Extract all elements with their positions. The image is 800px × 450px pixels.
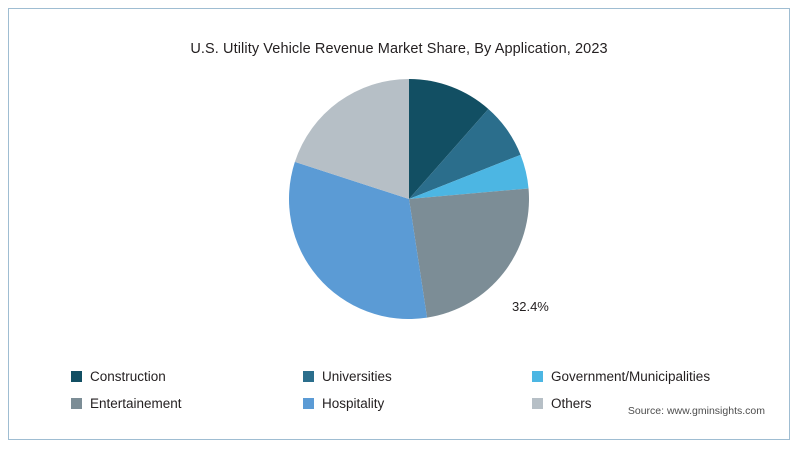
legend-label: Others: [551, 396, 592, 411]
legend-swatch-icon: [303, 398, 314, 409]
page-title: U.S. Utility Vehicle Revenue Market Shar…: [190, 41, 608, 57]
slice-label-hospitality: 32.4%: [512, 299, 549, 314]
legend-label: Government/Municipalities: [551, 369, 711, 384]
legend-item-others: Others: [532, 396, 761, 411]
pie-slice: [409, 154, 529, 199]
pie-slice: [409, 188, 529, 318]
legend-label: Entertainement: [90, 396, 182, 411]
pie-slice: [294, 79, 409, 199]
pie-slice: [289, 161, 428, 319]
pie-slice: [409, 79, 489, 199]
legend-swatch-icon: [303, 371, 314, 382]
chart-legend: Construction Universities Government/Mun…: [71, 369, 761, 411]
pie-svg: [289, 79, 529, 319]
legend-label: Universities: [322, 369, 392, 384]
source-note: Source: www.gminsights.com: [627, 405, 765, 417]
legend-swatch-icon: [532, 398, 543, 409]
chart-frame: U.S. Utility Vehicle Revenue Market Shar…: [8, 8, 790, 440]
legend-label: Hospitality: [322, 396, 385, 411]
legend-label: Construction: [90, 369, 166, 384]
legend-item-entertainement: Entertainement: [71, 396, 303, 411]
pie-chart: 32.4%: [289, 79, 549, 351]
legend-swatch-icon: [71, 398, 82, 409]
legend-item-government-municipalities: Government/Municipalities: [532, 369, 761, 384]
legend-item-hospitality: Hospitality: [303, 396, 532, 411]
legend-swatch-icon: [532, 371, 543, 382]
pie-slice: [409, 108, 521, 199]
legend-item-universities: Universities: [303, 369, 532, 384]
legend-item-construction: Construction: [71, 369, 303, 384]
legend-swatch-icon: [71, 371, 82, 382]
